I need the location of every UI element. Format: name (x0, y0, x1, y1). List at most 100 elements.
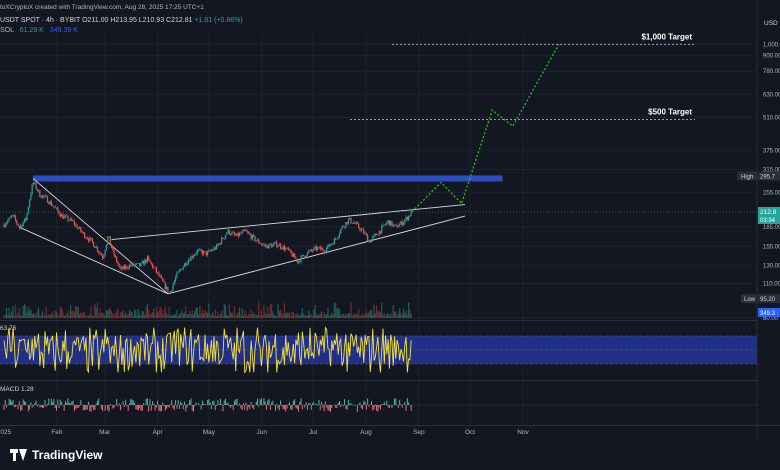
macd-histogram-bar (66, 402, 68, 405)
candle-body (145, 259, 147, 263)
volume-bar (397, 313, 399, 318)
candle-body (172, 284, 174, 291)
volume-bar (253, 312, 255, 318)
volume-bar (279, 309, 282, 318)
volume-bar (218, 315, 220, 318)
macd-histogram-bar (347, 399, 349, 405)
candle-body (199, 249, 201, 251)
macd-histogram-bar (91, 405, 93, 408)
volume-bar (140, 315, 142, 318)
high-marker-label: High (741, 174, 753, 180)
macd-histogram-bar (207, 399, 209, 405)
candle-body (125, 266, 127, 269)
time-axis[interactable]: 2025 Feb Mar Apr May Jun Jul Aug Sep Oct Nov (0, 425, 780, 437)
macd-histogram-bar (72, 400, 74, 405)
macd-histogram-bar (213, 400, 215, 405)
macd-histogram-bar (239, 403, 241, 405)
volume-bar (39, 314, 41, 318)
volume-bar (313, 309, 315, 318)
macd-histogram-bar (141, 405, 143, 411)
volume-bar (166, 313, 168, 318)
volume-bar (162, 314, 164, 318)
candle-body (160, 276, 163, 279)
macd-histogram-bar (85, 405, 87, 410)
macd-histogram-bar (15, 405, 17, 407)
candle-body (13, 215, 15, 217)
macd-histogram-bar (268, 398, 270, 405)
macd-histogram-bar (166, 405, 168, 409)
candle-body (87, 238, 90, 242)
macd-histogram-bar (64, 400, 66, 405)
macd-histogram-bar (289, 402, 291, 405)
macd-histogram-bar (190, 398, 192, 405)
macd-histogram-bar (148, 405, 150, 412)
candle-body (226, 233, 228, 235)
candle-body (283, 246, 286, 251)
macd-histogram-bar (73, 405, 75, 411)
candle-body (190, 256, 192, 261)
candle-body (46, 196, 49, 203)
time-tick-label: Mar (99, 429, 111, 436)
volume-bar (245, 314, 247, 318)
macd-histogram-bar (341, 404, 343, 405)
candle-body (219, 243, 221, 244)
candle-body (99, 252, 101, 254)
candle-body (91, 238, 93, 242)
macd-histogram-bar (317, 405, 319, 406)
macd-histogram-bar (17, 405, 19, 410)
volume-bar (360, 315, 362, 318)
macd-histogram-bar (122, 401, 124, 405)
macd-histogram-bar (209, 402, 211, 405)
macd-histogram-bar (40, 405, 42, 408)
macd-histogram-bar (150, 405, 152, 411)
candle-body (151, 263, 154, 268)
volume-bar (123, 315, 125, 318)
volume-bar (189, 311, 191, 318)
macd-histogram-bar (385, 404, 387, 405)
candle-body (319, 246, 321, 250)
candle-body (57, 207, 59, 211)
candle-body (94, 246, 96, 248)
volume-bar (247, 313, 250, 318)
candle-body (54, 206, 56, 208)
volume-bar (53, 315, 55, 318)
macd-histogram-bar (345, 405, 347, 409)
candle-body (285, 248, 287, 251)
volume-bar (395, 311, 397, 318)
volume-bar (34, 315, 36, 318)
volume-bar (128, 310, 131, 318)
volume-bar (16, 314, 18, 318)
volume-bar (50, 313, 52, 318)
macd-histogram-bar (158, 405, 160, 411)
volume-bar (254, 314, 256, 318)
volume-value: 61.29 K (19, 27, 44, 34)
candle-body (244, 229, 246, 231)
candle-body (286, 247, 288, 249)
candle-body (26, 213, 28, 221)
volume-bar (126, 314, 128, 318)
candle-body (158, 272, 160, 277)
candle-body (247, 232, 250, 234)
candle-body (294, 253, 296, 258)
candle-body (162, 278, 164, 282)
volume-bar (409, 309, 411, 318)
volume-bar (159, 306, 161, 318)
macd-histogram-bar (172, 405, 174, 409)
price-axis[interactable]: USD 1,000.00 900.00 780.00 630.00 510.00 375.0… (0, 0, 780, 440)
volume-bar (116, 311, 118, 318)
rising-wedge-lower (167, 215, 466, 295)
candle-body (231, 232, 233, 235)
volume-ma: 349.39 K (49, 27, 78, 34)
macd-histogram-bar (199, 405, 201, 406)
macd-histogram-bar (336, 405, 338, 408)
volume-bar (180, 312, 182, 318)
tradingview-brand[interactable]: TradingView (10, 448, 102, 462)
macd-histogram-bar (48, 398, 50, 405)
volume-bar (8, 307, 10, 318)
candle-body (329, 244, 332, 247)
volume-bar (91, 315, 93, 318)
volume-bar (177, 315, 179, 318)
macd-histogram-bar (327, 405, 329, 411)
